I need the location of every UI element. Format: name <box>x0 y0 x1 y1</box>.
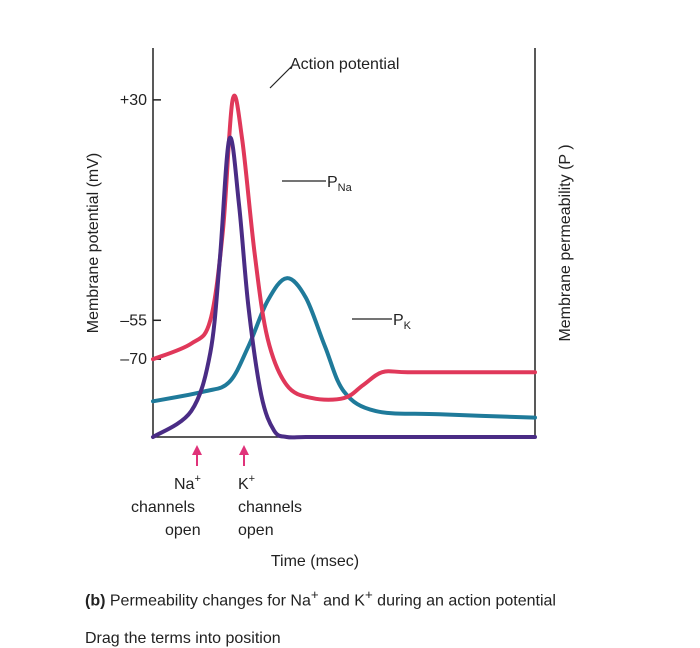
series-line-p-k <box>151 276 537 420</box>
svg-text:open: open <box>165 522 201 539</box>
na-channel-marker <box>192 445 202 466</box>
x-axis-label: Time (msec) <box>271 553 359 570</box>
annotation-k-channels: K+ channels open <box>238 473 302 539</box>
cutoff-instruction: Drag the terms into position <box>85 630 281 647</box>
y-axis-label-left: Membrane potential (mV) <box>85 153 102 334</box>
k-channel-marker <box>239 445 249 466</box>
annotation-na-channels: Na+ channels open <box>131 473 201 539</box>
series-label-p-na: PNa <box>327 174 353 194</box>
series-label-action-potential: Action potential <box>290 56 399 73</box>
y-axis-label-right: Membrane permeability (P ) <box>557 144 574 341</box>
svg-text:channels: channels <box>238 499 302 516</box>
series-label-p-k: PK <box>393 312 412 332</box>
series-line-p-na <box>151 135 537 440</box>
y-tick-label: –55 <box>120 312 147 329</box>
svg-text:K+: K+ <box>238 473 255 493</box>
leader-action-potential <box>269 65 293 89</box>
y-tick-label: –70 <box>120 351 147 368</box>
y-ticks: +30 –55 –70 <box>120 92 161 368</box>
y-tick-label: +30 <box>120 92 147 109</box>
svg-text:Na+: Na+ <box>174 473 201 493</box>
svg-text:open: open <box>238 522 274 539</box>
figure-caption: (b) Permeability changes for Na+ and K+ … <box>85 587 556 610</box>
svg-text:channels: channels <box>131 499 195 516</box>
